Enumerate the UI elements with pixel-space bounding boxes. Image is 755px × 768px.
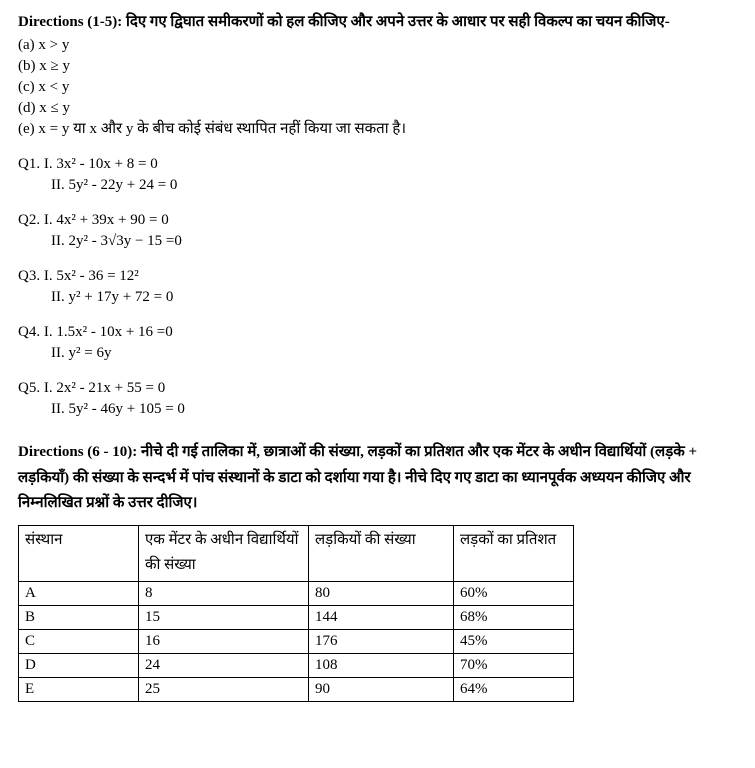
cell: 64% <box>454 677 574 701</box>
header-col3: लड़कियों की संख्या <box>309 525 454 581</box>
q2-eq1: I. 4x² + 39x + 90 = 0 <box>44 212 169 228</box>
cell: A <box>19 581 139 605</box>
cell: 176 <box>309 629 454 653</box>
cell: E <box>19 677 139 701</box>
question-1: Q1. I. 3x² - 10x + 8 = 0 II. 5y² - 22y +… <box>18 154 737 196</box>
cell: 8 <box>139 581 309 605</box>
option-c: (c) x < y <box>18 77 737 98</box>
question-3: Q3. I. 5x² - 36 = 12² II. y² + 17y + 72 … <box>18 266 737 308</box>
directions-1: Directions (1-5): दिए गए द्विघात समीकरणो… <box>18 12 737 33</box>
q3-eq1: I. 5x² - 36 = 12² <box>44 268 139 284</box>
options-list: (a) x > y (b) x ≥ y (c) x < y (d) x ≤ y … <box>18 35 737 140</box>
question-2: Q2. I. 4x² + 39x + 90 = 0 II. 2y² - 3√3y… <box>18 210 737 252</box>
table-row: A 8 80 60% <box>19 581 574 605</box>
cell: 80 <box>309 581 454 605</box>
q5-label: Q5. <box>18 380 40 396</box>
cell: 24 <box>139 653 309 677</box>
q3-label: Q3. <box>18 268 40 284</box>
option-e: (e) x = y या x और y के बीच कोई संबंध स्थ… <box>18 119 737 140</box>
q4-eq2: II. y² = 6y <box>51 343 737 364</box>
q1-label: Q1. <box>18 156 40 172</box>
table-row: C 16 176 45% <box>19 629 574 653</box>
option-d: (d) x ≤ y <box>18 98 737 119</box>
cell: D <box>19 653 139 677</box>
cell: 144 <box>309 605 454 629</box>
directions-2-prefix: Directions (6 - 10): <box>18 444 137 460</box>
header-col1: संस्थान <box>19 525 139 581</box>
cell: 70% <box>454 653 574 677</box>
cell: 60% <box>454 581 574 605</box>
q3-eq2: II. y² + 17y + 72 = 0 <box>51 287 737 308</box>
q2-eq2: II. 2y² - 3√3y − 15 =0 <box>51 231 737 252</box>
q5-eq2: II. 5y² - 46y + 105 = 0 <box>51 399 737 420</box>
q4-eq1: I. 1.5x² - 10x + 16 =0 <box>44 324 173 340</box>
q4-label: Q4. <box>18 324 40 340</box>
table-row: E 25 90 64% <box>19 677 574 701</box>
cell: 25 <box>139 677 309 701</box>
header-col4: लड़कों का प्रतिशत <box>454 525 574 581</box>
cell: 45% <box>454 629 574 653</box>
directions-1-prefix: Directions (1-5): <box>18 14 122 30</box>
data-table: संस्थान एक मेंटर के अधीन विद्यार्थियों क… <box>18 525 574 702</box>
cell: 16 <box>139 629 309 653</box>
directions-2: Directions (6 - 10): नीचे दी गई तालिका म… <box>18 440 737 517</box>
option-b: (b) x ≥ y <box>18 56 737 77</box>
table-row: B 15 144 68% <box>19 605 574 629</box>
cell: C <box>19 629 139 653</box>
question-4: Q4. I. 1.5x² - 10x + 16 =0 II. y² = 6y <box>18 322 737 364</box>
directions-1-text: दिए गए द्विघात समीकरणों को हल कीजिए और अ… <box>122 14 669 30</box>
q1-eq2: II. 5y² - 22y + 24 = 0 <box>51 175 737 196</box>
cell: 108 <box>309 653 454 677</box>
cell: 15 <box>139 605 309 629</box>
header-col2: एक मेंटर के अधीन विद्यार्थियों की संख्या <box>139 525 309 581</box>
option-a: (a) x > y <box>18 35 737 56</box>
q5-eq1: I. 2x² - 21x + 55 = 0 <box>44 380 165 396</box>
cell: 68% <box>454 605 574 629</box>
q1-eq1: I. 3x² - 10x + 8 = 0 <box>44 156 158 172</box>
table-row: D 24 108 70% <box>19 653 574 677</box>
cell: 90 <box>309 677 454 701</box>
cell: B <box>19 605 139 629</box>
q2-label: Q2. <box>18 212 40 228</box>
question-5: Q5. I. 2x² - 21x + 55 = 0 II. 5y² - 46y … <box>18 378 737 420</box>
table-header-row: संस्थान एक मेंटर के अधीन विद्यार्थियों क… <box>19 525 574 581</box>
